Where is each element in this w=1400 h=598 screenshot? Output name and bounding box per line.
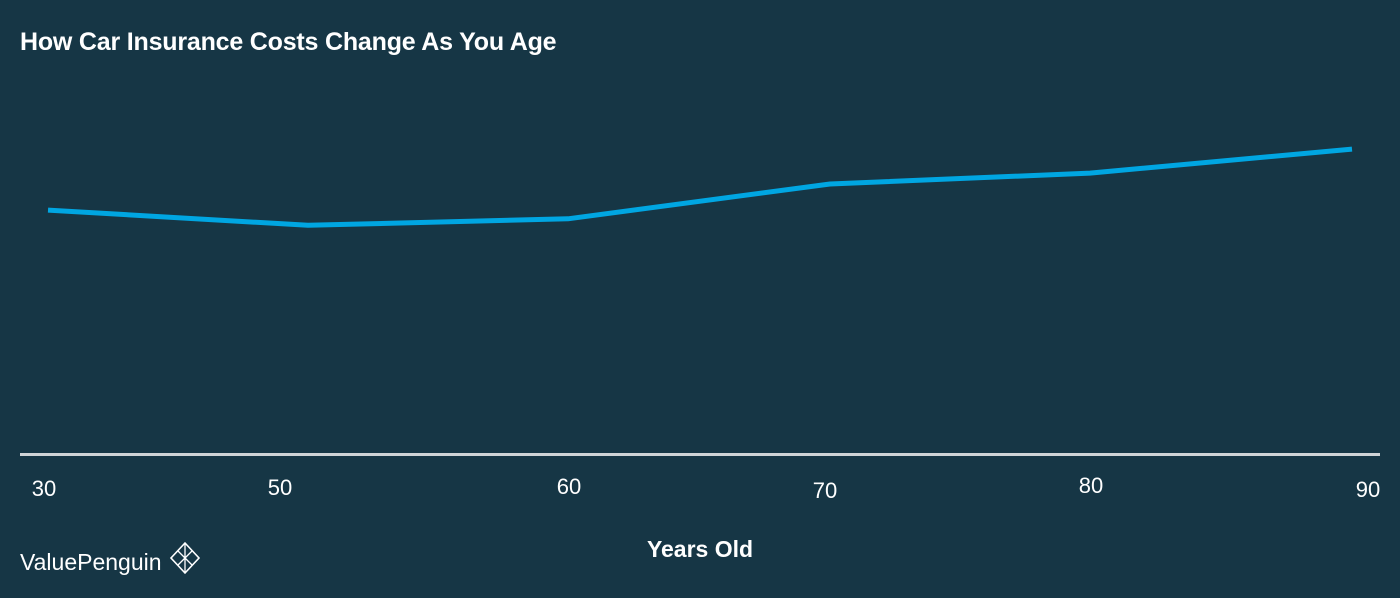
x-tick-labels: 30 50 60 70 80 90 [32, 473, 1380, 503]
series-line-0 [47, 146, 1353, 228]
x-tick-label-80: 80 [1079, 473, 1103, 498]
series-layer [47, 146, 1353, 228]
x-tick-label-50: 50 [268, 475, 292, 500]
x-tick-label-30: 30 [32, 476, 56, 501]
chart-title: How Car Insurance Costs Change As You Ag… [20, 28, 557, 56]
penguin-diamond-icon [169, 541, 200, 574]
brand-name: ValuePenguin [20, 549, 162, 575]
x-tick-label-60: 60 [557, 474, 581, 499]
brand-logo: ValuePenguin [20, 541, 202, 576]
x-tick-label-90: 90 [1356, 477, 1380, 502]
x-axis-title: Years Old [646, 536, 754, 562]
x-tick-label-70: 70 [813, 478, 837, 503]
